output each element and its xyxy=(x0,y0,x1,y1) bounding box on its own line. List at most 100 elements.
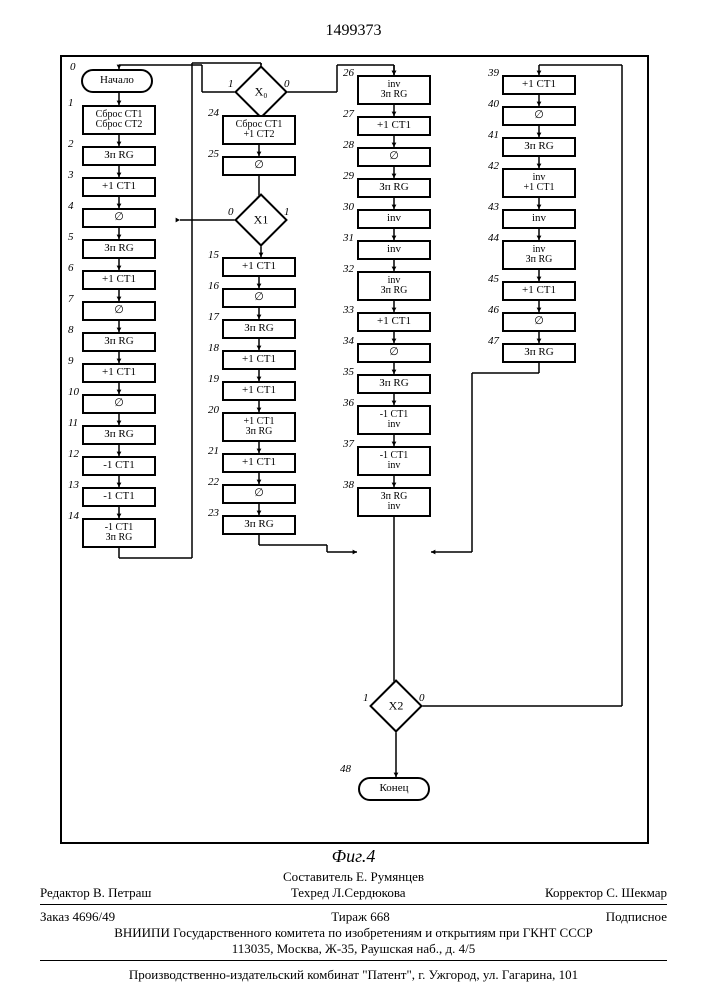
step-35: Зп RG xyxy=(357,374,431,394)
step-41: Зп RG xyxy=(502,137,576,157)
step-label: 23 xyxy=(208,507,219,519)
step-44: invЗп RG xyxy=(502,240,576,270)
step-45: +1 СТ1 xyxy=(502,281,576,301)
step-29: Зп RG xyxy=(357,178,431,198)
end-label: 48 xyxy=(340,763,351,775)
step-40: ∅ xyxy=(502,106,576,126)
step-32: invЗп RG xyxy=(357,271,431,301)
step-10: ∅ xyxy=(82,394,156,414)
step-8: Зп RG xyxy=(82,332,156,352)
org-line: ВНИИПИ Государственного комитета по изоб… xyxy=(40,924,667,942)
step-label: 32 xyxy=(343,263,354,275)
step-label: 47 xyxy=(488,335,499,347)
step-38: Зп RGinv xyxy=(357,487,431,517)
step-label: 18 xyxy=(208,342,219,354)
terminal-end: Конец xyxy=(358,777,430,801)
step-label: 11 xyxy=(68,417,78,429)
step-6: +1 СТ1 xyxy=(82,270,156,290)
divider xyxy=(40,960,667,961)
step-12: -1 СТ1 xyxy=(82,456,156,476)
step-20: +1 СТ1Зп RG xyxy=(222,412,296,442)
order: Заказ 4696/49 xyxy=(40,908,115,926)
step-label: 28 xyxy=(343,139,354,151)
step-label: 27 xyxy=(343,108,354,120)
step-label: 9 xyxy=(68,355,74,367)
step-23: Зп RG xyxy=(222,515,296,535)
edge-label: 1 xyxy=(363,692,369,704)
step-30: inv xyxy=(357,209,431,229)
step-label: 46 xyxy=(488,304,499,316)
step-label: 30 xyxy=(343,201,354,213)
step-label: 35 xyxy=(343,366,354,378)
step-label: 31 xyxy=(343,232,354,244)
step-19: +1 СТ1 xyxy=(222,381,296,401)
step-label: 33 xyxy=(343,304,354,316)
addr-line: 113035, Москва, Ж-35, Раушская наб., д. … xyxy=(40,940,667,958)
step-label: 22 xyxy=(208,476,219,488)
terminal-start: Начало xyxy=(81,69,153,93)
step-9: +1 СТ1 xyxy=(82,363,156,383)
step-label: 41 xyxy=(488,129,499,141)
step-13: -1 СТ1 xyxy=(82,487,156,507)
step-16: ∅ xyxy=(222,288,296,308)
step-label: 12 xyxy=(68,448,79,460)
step-22: ∅ xyxy=(222,484,296,504)
composer: Составитель Е. Румянцев xyxy=(40,868,667,886)
step-37: -1 СТ1inv xyxy=(357,446,431,476)
decision-x0-label: X₀ xyxy=(255,85,268,100)
step-label: 45 xyxy=(488,273,499,285)
corrector: Корректор С. Шекмар xyxy=(545,884,667,902)
tirage: Тираж 668 xyxy=(331,908,390,926)
step-17: Зп RG xyxy=(222,319,296,339)
step-label: 0 xyxy=(70,61,76,73)
step-15: +1 СТ1 xyxy=(222,257,296,277)
step-label: 5 xyxy=(68,231,74,243)
step-label: 40 xyxy=(488,98,499,110)
step-label: 4 xyxy=(68,200,74,212)
step-label: 6 xyxy=(68,262,74,274)
tech: Техред Л.Сердюкова xyxy=(291,884,406,902)
step-18: +1 СТ1 xyxy=(222,350,296,370)
step-28: ∅ xyxy=(357,147,431,167)
step-46: ∅ xyxy=(502,312,576,332)
subscription: Подписное xyxy=(606,908,667,926)
order-row: Заказ 4696/49 Тираж 668 Подписное xyxy=(40,908,667,926)
step-label: 1 xyxy=(68,97,74,109)
step-36: -1 СТ1inv xyxy=(357,405,431,435)
decision-x1-label: X1 xyxy=(254,213,269,228)
page: 1499373 Начало 0 X₀ X1 X2 Конец 48 1 Сбро… xyxy=(0,0,707,1000)
step-7: ∅ xyxy=(82,301,156,321)
step-24: Сброс СТ1+1 СТ2 xyxy=(222,115,296,145)
step-label: 17 xyxy=(208,311,219,323)
step-label: 16 xyxy=(208,280,219,292)
step-label: 7 xyxy=(68,293,74,305)
step-label: 25 xyxy=(208,148,219,160)
step-label: 34 xyxy=(343,335,354,347)
step-2: Зп RG xyxy=(82,146,156,166)
editor: Редактор В. Петраш xyxy=(40,884,151,902)
step-label: 24 xyxy=(208,107,219,119)
step-label: 38 xyxy=(343,479,354,491)
step-43: inv xyxy=(502,209,576,229)
step-5: Зп RG xyxy=(82,239,156,259)
prod-line: Производственно-издательский комбинат "П… xyxy=(40,966,667,984)
step-42: inv+1 СТ1 xyxy=(502,168,576,198)
step-39: +1 СТ1 xyxy=(502,75,576,95)
step-33: +1 СТ1 xyxy=(357,312,431,332)
step-label: 36 xyxy=(343,397,354,409)
step-label: 26 xyxy=(343,67,354,79)
step-3: +1 СТ1 xyxy=(82,177,156,197)
step-label: 2 xyxy=(68,138,74,150)
step-4: ∅ xyxy=(82,208,156,228)
step-1: Сброс СТ1Сброс СТ2 xyxy=(82,105,156,135)
step-label: 13 xyxy=(68,479,79,491)
patent-number: 1499373 xyxy=(0,22,707,40)
step-27: +1 СТ1 xyxy=(357,116,431,136)
figure-caption: Фиг.4 xyxy=(0,846,707,867)
divider xyxy=(40,904,667,905)
step-47: Зп RG xyxy=(502,343,576,363)
edge-label: 1 xyxy=(284,206,290,218)
step-26: invЗп RG xyxy=(357,75,431,105)
step-label: 19 xyxy=(208,373,219,385)
decision-x2-label: X2 xyxy=(389,699,404,714)
